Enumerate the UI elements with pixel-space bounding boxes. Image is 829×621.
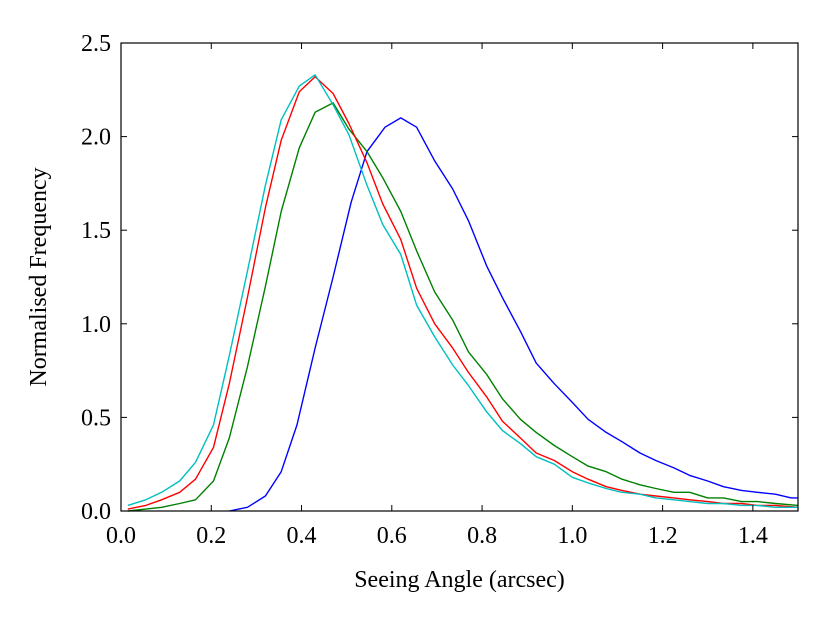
x-tick-label: 1.0 <box>557 523 587 549</box>
x-tick-label: 0.0 <box>106 523 136 549</box>
tick-layer: 0.0 0.2 0.4 0.6 0.8 1.0 1.2 1.4 0.0 0.5 1.0 1.5 2.0 2… <box>81 31 798 549</box>
series-line-2 <box>127 102 799 512</box>
series-line-1 <box>229 117 798 512</box>
y-axis-label: Normalised Frequency <box>26 167 52 386</box>
y-tick-label: 1.0 <box>81 312 111 338</box>
y-tick-label: 2.5 <box>81 31 111 57</box>
plot-frame <box>120 42 799 512</box>
y-tick-label: 0.5 <box>81 405 111 431</box>
series-line-3 <box>127 75 799 510</box>
x-tick-label: 0.2 <box>196 523 226 549</box>
y-tick-label: 1.5 <box>81 218 111 244</box>
series-layer <box>127 74 799 512</box>
x-tick-label: 0.6 <box>377 523 407 549</box>
x-tick-label: 1.2 <box>648 523 678 549</box>
x-tick-label: 0.8 <box>467 523 497 549</box>
y-tick-label: 2.0 <box>81 125 111 151</box>
x-tick-label: 0.4 <box>287 523 317 549</box>
x-tick-label: 1.4 <box>738 523 768 549</box>
y-tick-label: 0.0 <box>81 499 111 525</box>
series-line-4 <box>127 74 798 508</box>
x-axis-label: Seeing Angle (arcsec) <box>354 567 565 593</box>
